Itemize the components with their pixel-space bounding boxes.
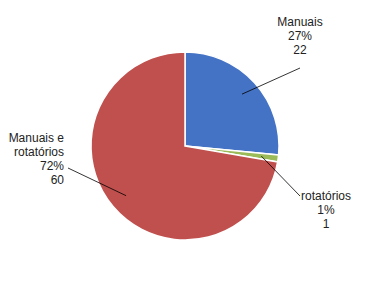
percent-label: 72% xyxy=(40,159,64,173)
chart-container: Manuais27%22rotatórios1%1Manuais erotató… xyxy=(0,0,365,288)
category-label: Manuais xyxy=(277,15,322,29)
slices xyxy=(91,52,279,240)
category-label: Manuais e xyxy=(9,131,65,145)
category-label: rotatórios xyxy=(301,189,351,203)
data-label: 60 xyxy=(51,173,65,187)
leader-line xyxy=(261,156,300,196)
data-label: 1 xyxy=(323,217,330,231)
category-label: rotatórios xyxy=(14,145,64,159)
data-label: 22 xyxy=(293,43,307,57)
labels: Manuais27%22rotatórios1%1Manuais erotató… xyxy=(9,15,351,231)
slice-label: rotatórios1%1 xyxy=(301,189,351,231)
leader-line xyxy=(68,168,126,196)
slice-label: Manuais erotatórios72%60 xyxy=(9,131,65,187)
percent-label: 1% xyxy=(317,203,335,217)
slice-label: Manuais27%22 xyxy=(277,15,322,57)
pie-slice xyxy=(91,52,278,240)
leader-line xyxy=(242,68,300,94)
chart: Manuais27%22rotatórios1%1Manuais erotató… xyxy=(0,0,365,288)
pie-slice xyxy=(185,52,279,155)
percent-label: 27% xyxy=(288,29,312,43)
